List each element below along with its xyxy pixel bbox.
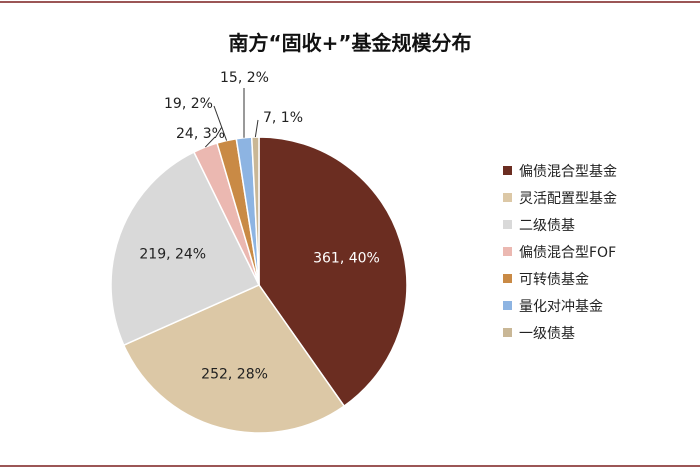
leaders-layer bbox=[204, 87, 259, 148]
labels-layer: 361, 40% 252, 28% 219, 24% 24, 3% 19, 2% 15, … bbox=[139, 70, 379, 382]
legend-swatch-1 bbox=[503, 166, 512, 175]
legend-swatch-6 bbox=[503, 301, 512, 310]
legend-swatch-3 bbox=[503, 220, 512, 229]
data-label-7: 7, 1% bbox=[263, 110, 303, 126]
legend-label-1: 偏债混合型基金 bbox=[519, 163, 617, 180]
legend-label-6: 量化对冲基金 bbox=[519, 298, 603, 315]
legend-label-7: 一级债基 bbox=[519, 325, 575, 342]
pie-slice-2 bbox=[122, 284, 346, 434]
legend-swatch-2 bbox=[503, 193, 512, 202]
data-label-1: 361, 40% bbox=[313, 250, 380, 266]
leader-line-5 bbox=[213, 105, 228, 141]
leader-line-7 bbox=[254, 119, 259, 138]
data-label-6: 15, 2% bbox=[220, 70, 269, 86]
legend-label-5: 可转债基金 bbox=[519, 271, 589, 288]
legend-label-3: 二级债基 bbox=[519, 217, 575, 234]
legend-swatch-7 bbox=[503, 328, 512, 337]
legend-label-2: 灵活配置型基金 bbox=[519, 190, 617, 207]
chart-title: 南方“固收+”基金规模分布 bbox=[228, 31, 471, 55]
data-label-5: 19, 2% bbox=[164, 96, 213, 112]
slices-layer bbox=[110, 136, 408, 434]
legend-swatch-4 bbox=[503, 247, 512, 256]
data-label-3: 219, 24% bbox=[139, 247, 206, 263]
data-label-4: 24, 3% bbox=[176, 126, 225, 142]
data-label-2: 252, 28% bbox=[201, 366, 268, 382]
leader-line-4 bbox=[204, 136, 216, 148]
legend-swatch-5 bbox=[503, 274, 512, 283]
pie-slice-1 bbox=[258, 136, 408, 408]
legend-label-4: 偏债混合型FOF bbox=[519, 245, 616, 261]
pie-slice-3 bbox=[110, 151, 261, 347]
pie-slice-7 bbox=[250, 136, 260, 286]
